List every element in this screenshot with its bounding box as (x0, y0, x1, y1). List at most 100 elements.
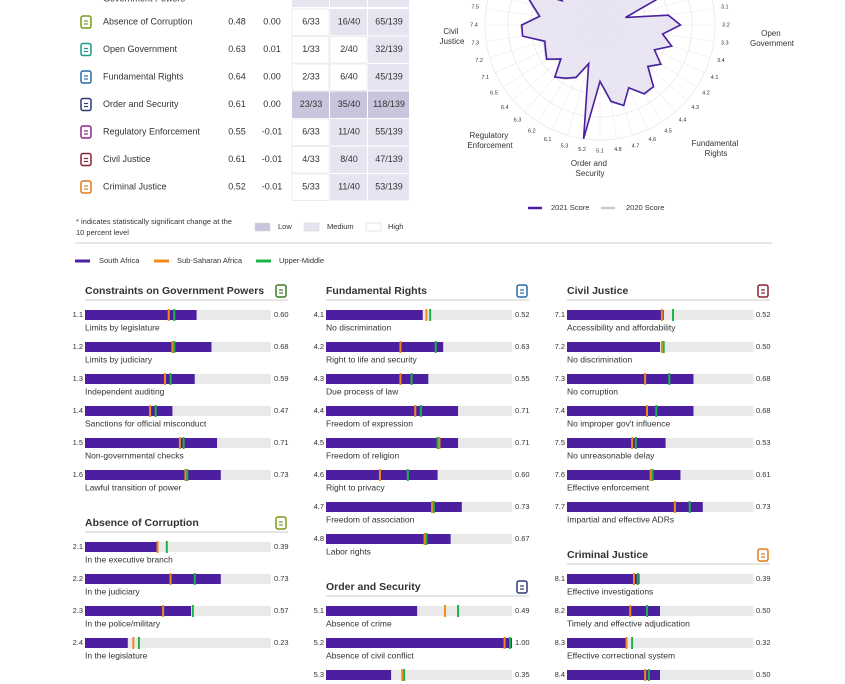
icon (275, 516, 287, 530)
radar-code: 4.8 (614, 147, 622, 153)
income-marker (655, 405, 658, 417)
item-code: 8.3 (555, 638, 565, 647)
regional-marker (425, 309, 428, 321)
rank-cell (291, 8, 330, 36)
bar (85, 574, 221, 584)
item-label: In the legislature (85, 650, 148, 660)
income-marker (651, 469, 654, 481)
income-marker (169, 373, 172, 385)
bar (326, 310, 423, 320)
rank-cell (368, 146, 409, 173)
factor-change: 0.00 (263, 99, 281, 109)
radar-factor-label: Open Government (750, 29, 795, 48)
radar-code: 3.1 (721, 5, 729, 11)
tier-label: Medium (327, 222, 354, 231)
regional-marker (423, 533, 426, 545)
rank-label: 6/33 (302, 126, 320, 136)
factor-name: Civil Justice (103, 154, 151, 164)
radar-code: 4.2 (702, 91, 710, 97)
value-label: 0.73 (274, 470, 289, 479)
regional-marker (399, 373, 402, 385)
item-code: 1.2 (73, 342, 83, 351)
panel-title: Fundamental Rights (326, 285, 427, 297)
legend-label: South Africa (99, 256, 140, 265)
item-code: 7.3 (555, 374, 565, 383)
bar (326, 406, 459, 416)
bar (567, 502, 703, 512)
factor-change: 0.00 (263, 16, 281, 26)
rank-label: 6/33 (302, 16, 320, 26)
factor-score: 0.61 (228, 99, 246, 109)
item-label: Limits by legislature (85, 322, 160, 332)
regional-marker (625, 637, 628, 649)
rank-label: 55/139 (375, 126, 403, 136)
regional-marker (503, 637, 506, 649)
item-code: 2.1 (73, 542, 83, 551)
item-code: 7.4 (555, 406, 565, 415)
rank-cell (330, 91, 367, 118)
value-label: 0.53 (756, 438, 771, 447)
item-label: Independent auditing (85, 386, 165, 396)
tier-swatch (365, 222, 382, 232)
rank-label: 4/33 (302, 154, 320, 164)
factor-change: -0.01 (262, 181, 283, 191)
bar (326, 606, 418, 616)
regional-marker (184, 469, 187, 481)
radar-code: 5.1 (596, 148, 604, 154)
rank-label: 53/139 (375, 181, 403, 191)
income-marker (406, 469, 409, 481)
rank-label: 23/33 (300, 99, 323, 109)
bar (85, 638, 128, 648)
rank-cell (291, 118, 330, 146)
rank-label: 16/40 (338, 16, 361, 26)
regional-marker (632, 573, 635, 585)
radar-code: 7.1 (482, 75, 490, 81)
icon (80, 152, 92, 167)
income-marker (434, 341, 437, 353)
regional-marker (156, 541, 159, 553)
radar-code: 6.5 (490, 91, 498, 97)
value-label: 1.00 (515, 638, 530, 647)
item-label: Sanctions for official misconduct (85, 418, 207, 428)
item-label: In the police/military (85, 618, 161, 628)
regional-marker (171, 341, 174, 353)
income-marker (631, 637, 634, 649)
bar (326, 470, 438, 480)
regional-marker (162, 605, 165, 617)
bar (567, 574, 640, 584)
item-code: 8.4 (555, 670, 565, 679)
value-label: 0.61 (756, 470, 771, 479)
value-label: 0.68 (274, 342, 289, 351)
bar (567, 606, 660, 616)
item-code: 4.2 (314, 342, 324, 351)
item-label: Freedom of religion (326, 450, 400, 460)
factor-change: -0.01 (262, 126, 283, 136)
radar-factor-label: Fundamental Rights (692, 139, 741, 158)
income-marker (154, 405, 157, 417)
tier-swatch (254, 222, 271, 232)
value-label: 0.71 (515, 406, 530, 415)
value-label: 0.32 (756, 638, 771, 647)
value-label: 0.73 (756, 502, 771, 511)
item-code: 1.5 (73, 438, 83, 447)
rank-cell (368, 174, 409, 201)
bar (326, 438, 459, 448)
factor-change: 0.01 (263, 44, 281, 54)
value-label: 0.68 (756, 374, 771, 383)
value-label: 0.50 (756, 342, 771, 351)
value-label: 0.52 (515, 310, 530, 319)
item-code: 4.3 (314, 374, 324, 383)
radar-code: 7.2 (475, 58, 483, 64)
radar-factor-label: Civil Justice (440, 27, 465, 46)
item-code: 5.2 (314, 638, 324, 647)
rank-cell (368, 64, 409, 91)
radar-code: 5.2 (578, 147, 586, 153)
clipped-row-name: Government Powers (103, 0, 186, 3)
panel-title: Criminal Justice (567, 549, 648, 561)
item-label: Timely and effective adjudication (567, 618, 690, 628)
bar (326, 638, 512, 648)
panel-title: Order and Security (326, 581, 421, 593)
factor-name: Order and Security (103, 99, 179, 109)
item-label: Freedom of expression (326, 418, 413, 428)
bar (85, 374, 195, 384)
